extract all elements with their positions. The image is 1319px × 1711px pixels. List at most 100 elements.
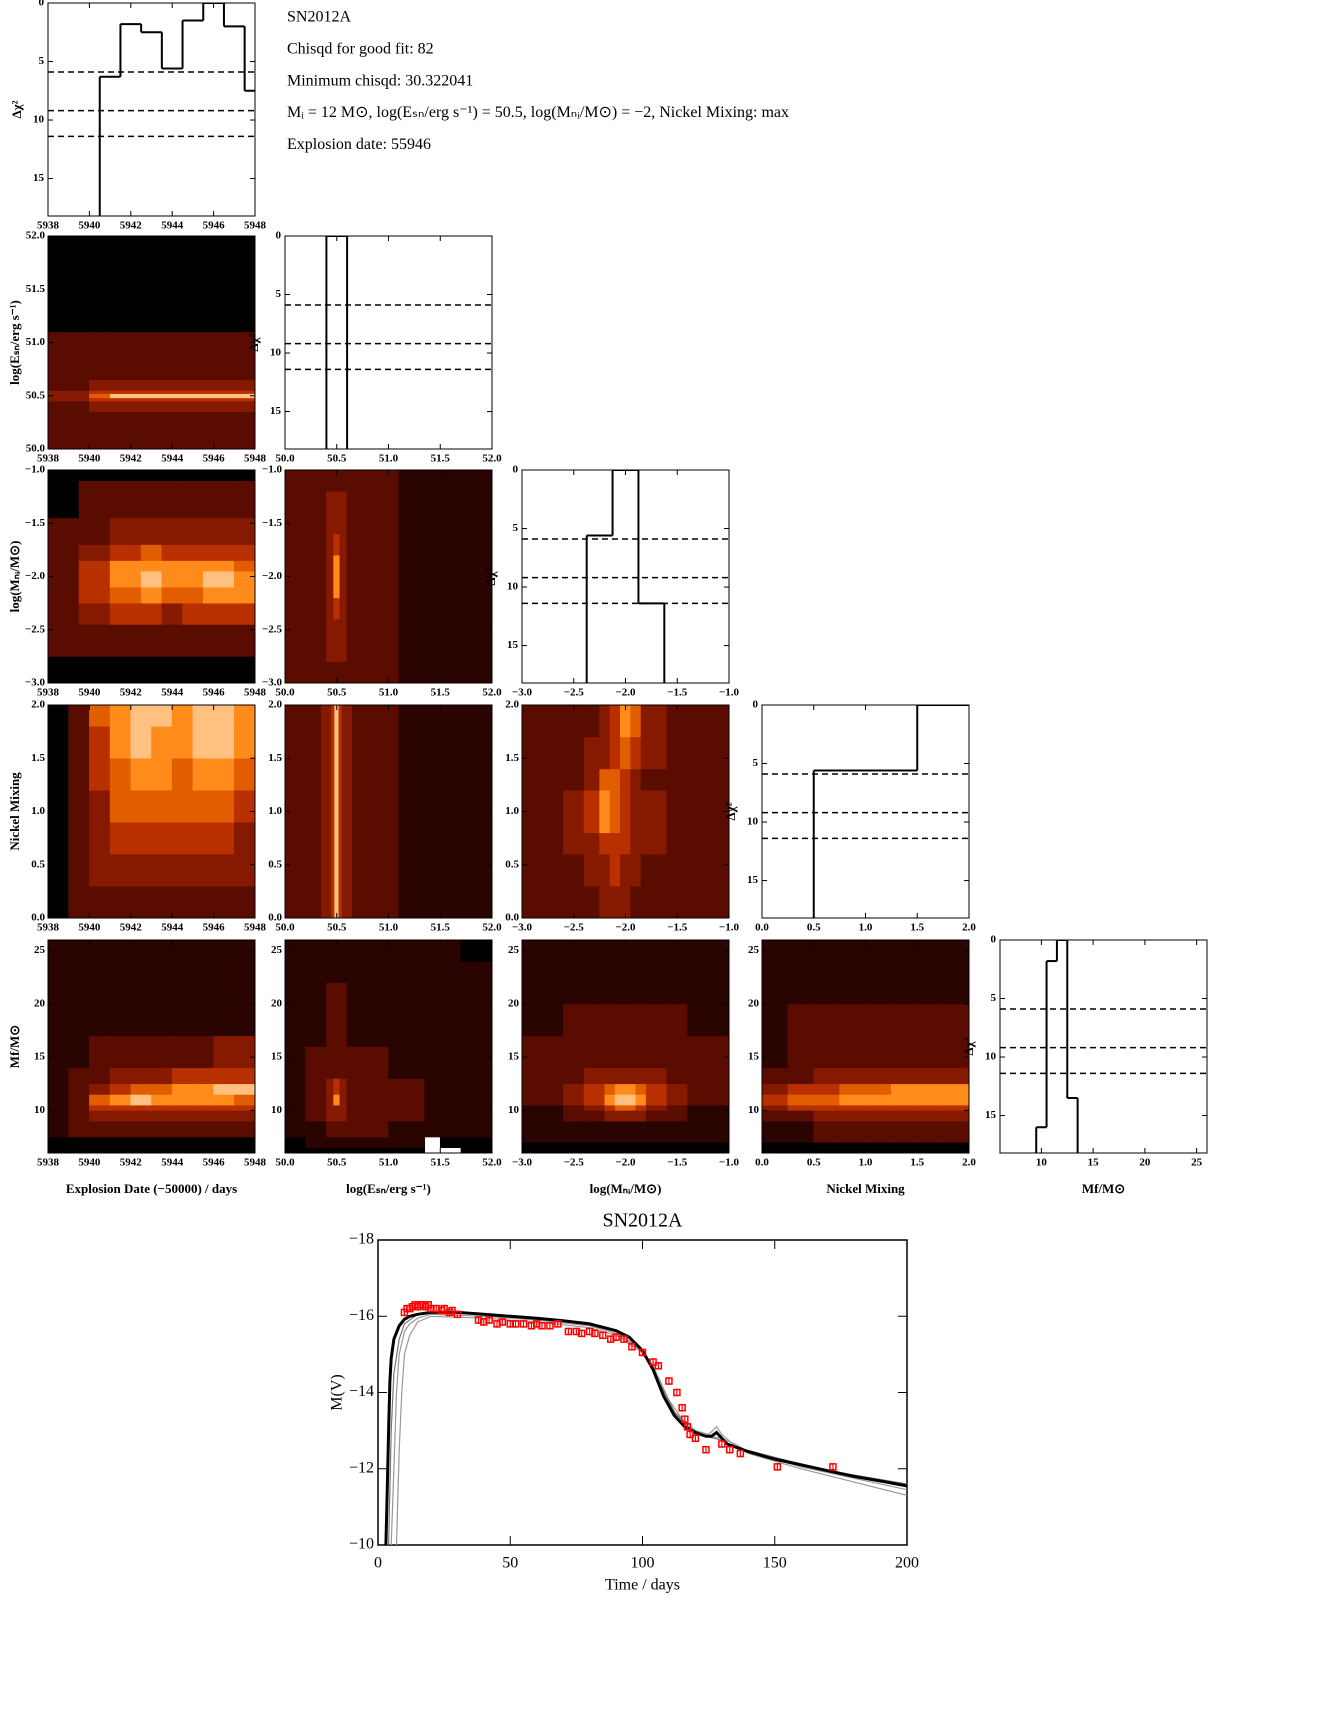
contour-cell: [891, 1083, 918, 1095]
contour-cell: [48, 1035, 70, 1069]
contour-cell: [285, 1078, 307, 1095]
contour-cell: [620, 768, 631, 791]
contour-cell: [916, 1083, 944, 1095]
info-line: Chisqd for good fit: 82: [287, 41, 434, 58]
contour-cell: [583, 1120, 606, 1143]
contour-cell: [213, 1110, 235, 1122]
x-tick-label: 5946: [203, 687, 226, 699]
contour-cell: [68, 885, 90, 918]
contour-cell: [604, 1035, 616, 1069]
contour-cell: [326, 1046, 334, 1079]
contour-cell: [424, 982, 441, 1047]
contour-cell: [130, 1120, 152, 1138]
plot-area: [285, 705, 492, 918]
x-tick-label: −1.5: [667, 687, 688, 699]
contour-cell: [68, 853, 90, 887]
y-axis-label: M(V): [329, 1374, 346, 1410]
x-tick-label: −2.0: [615, 687, 636, 699]
contour-cell: [635, 1104, 647, 1111]
y-tick-label: 15: [270, 405, 282, 417]
contour-cell: [583, 1110, 606, 1122]
contour-cell: [583, 705, 600, 738]
y-tick-label: −2.5: [25, 623, 46, 635]
contour-cell: [388, 1094, 426, 1106]
y-tick-label: 1.0: [31, 805, 45, 817]
contour-cell: [130, 940, 152, 973]
contour-cell: [68, 725, 90, 759]
contour-cell: [942, 940, 969, 983]
contour-cell: [614, 1003, 637, 1037]
contour-cell: [213, 705, 235, 727]
contour-cell: [109, 757, 132, 791]
contour-cell: [640, 789, 668, 834]
contour-cell: [202, 470, 235, 481]
contour-cell: [460, 940, 492, 962]
data-point: [673, 1388, 681, 1397]
contour-cell: [563, 789, 585, 834]
contour-cell: [234, 570, 255, 588]
contour-cell: [285, 960, 307, 983]
contour-cell: [563, 1083, 585, 1095]
y-tick-label: 25: [271, 944, 283, 956]
contour-cell: [89, 1083, 111, 1095]
contour-cell: [109, 236, 255, 333]
contour-cell: [68, 982, 90, 1037]
contour-cell: [130, 1136, 152, 1153]
contour-cell: [161, 560, 183, 572]
contour-cell: [460, 1078, 492, 1095]
contour-cell: [48, 1120, 70, 1138]
contour-cell: [346, 1094, 389, 1106]
y-tick-label: 10: [507, 581, 519, 593]
x-tick-label: 5944: [161, 687, 184, 699]
contour-cell: [439, 1094, 462, 1106]
x-axis-label: Mf/M⊙: [1082, 1181, 1125, 1196]
x-tick-label: 50.5: [327, 922, 347, 934]
contour-cell: [839, 1110, 866, 1122]
contour-cell: [942, 982, 969, 1005]
data-point: [591, 1329, 599, 1338]
contour-cell: [109, 971, 132, 983]
contour-cell: [666, 736, 699, 770]
contour-cell: [109, 331, 255, 381]
contour-cell: [334, 705, 340, 918]
info-line: Mᵢ = 12 M⊙, log(Eₛₙ/erg s⁻¹) = 50.5, log…: [287, 104, 789, 121]
y-tick-label: 0: [513, 464, 519, 476]
contour-cell: [522, 1083, 564, 1095]
contour-cell: [522, 1120, 564, 1143]
contour-cell: [171, 885, 194, 918]
contour-cell: [388, 1104, 426, 1122]
contour-cell: [326, 470, 334, 492]
contour-cell: [563, 1003, 585, 1037]
contour-cell: [182, 517, 204, 545]
contour-cell: [346, 533, 400, 556]
contour-cell: [916, 1120, 944, 1143]
contour-cell: [305, 1094, 327, 1106]
contour-cell: [787, 1104, 815, 1111]
contour-cell: [620, 853, 631, 887]
contour-cell: [916, 940, 944, 983]
contour-cell: [687, 940, 729, 1005]
contour-cell: [109, 393, 255, 399]
x-tick-label: −1.0: [719, 687, 740, 699]
y-tick-label: 10: [508, 1104, 520, 1116]
contour-cell: [68, 1083, 90, 1095]
contour-cell: [234, 656, 255, 683]
contour-cell: [460, 1094, 492, 1106]
contour-cell: [161, 517, 183, 545]
y-tick-label: 2.0: [505, 699, 519, 711]
x-tick-label: 5940: [78, 687, 101, 699]
contour-cell: [151, 1094, 173, 1106]
y-tick-label: −16: [349, 1307, 374, 1324]
contour-cell: [305, 960, 327, 983]
contour-cell: [645, 1094, 668, 1106]
x-tick-label: −3.0: [512, 1157, 533, 1169]
contour-cell: [865, 1067, 892, 1085]
info-line: Minimum chisqd: 30.322041: [287, 72, 473, 89]
x-tick-label: 50.0: [275, 687, 295, 699]
contour-cell: [604, 1083, 616, 1095]
contour-cell: [813, 1104, 840, 1111]
contour-cell: [234, 602, 255, 625]
contour-cell: [839, 1083, 866, 1095]
data-point: [546, 1322, 554, 1330]
contour-cell: [614, 1104, 637, 1111]
